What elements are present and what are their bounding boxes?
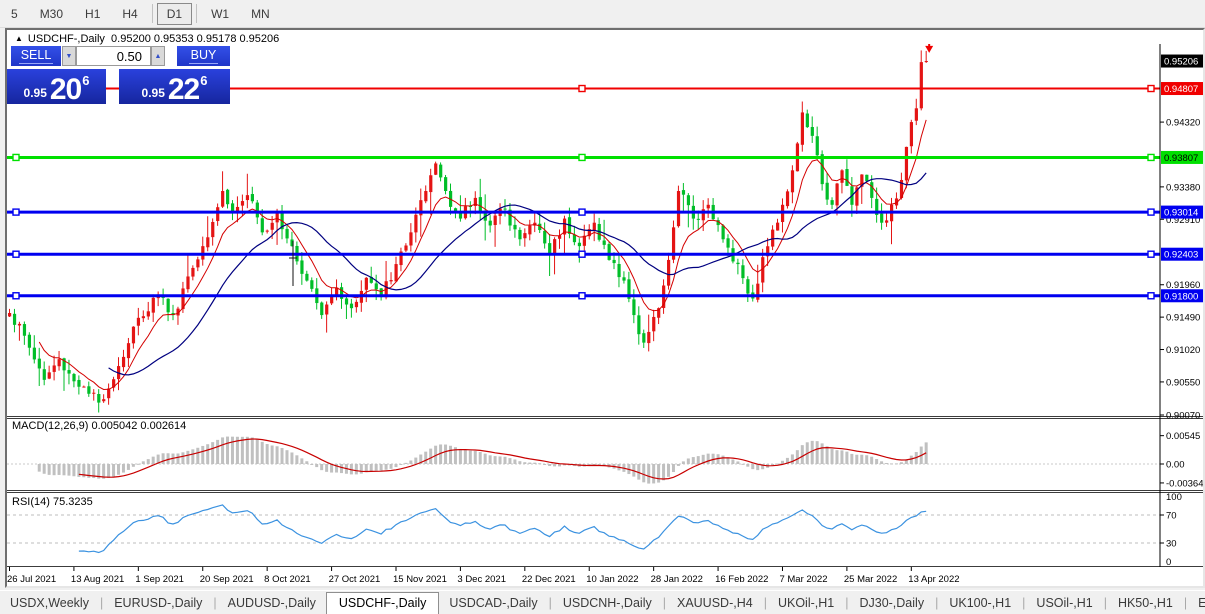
svg-text:0.91960: 0.91960 <box>1166 280 1200 291</box>
volume-decrease-button[interactable]: ▼ <box>62 46 76 66</box>
one-click-trading-panel: SELL ▼ ▲ BUY 0.95 20 6 0.95 22 6 <box>7 44 231 120</box>
svg-text:16 Feb 2022: 16 Feb 2022 <box>715 574 768 585</box>
svg-text:0.00545: 0.00545 <box>1166 431 1200 442</box>
chart-tabs-bar: USDX,Weekly | EURUSD-,Daily | AUDUSD-,Daily U… <box>0 590 1205 614</box>
chart-window: ▲ USDCHF-,Daily 0.95200 0.95353 0.95178 0… <box>5 28 1205 588</box>
svg-text:0.94807: 0.94807 <box>1164 84 1198 95</box>
tab-usoil-h1[interactable]: USOil-,H1 <box>1036 596 1093 610</box>
tab-separator: | <box>213 596 217 610</box>
sell-price-prefix: 0.95 <box>23 86 47 100</box>
svg-text:26 Jul 2021: 26 Jul 2021 <box>7 574 56 585</box>
svg-text:20 Sep 2021: 20 Sep 2021 <box>200 574 254 585</box>
svg-text:0.92403: 0.92403 <box>1164 250 1198 261</box>
tab-separator: | <box>1183 596 1188 610</box>
svg-text:0.94320: 0.94320 <box>1166 118 1200 129</box>
chart-symbol-title: USDCHF-,Daily <box>27 33 105 45</box>
tab-separator: | <box>845 596 849 610</box>
chart-title-bar: ▲ USDCHF-,Daily 0.95200 0.95353 0.95178 0… <box>15 33 279 45</box>
svg-text:27 Oct 2021: 27 Oct 2021 <box>329 574 381 585</box>
svg-text:13 Aug 2021: 13 Aug 2021 <box>71 574 124 585</box>
price-chart-canvas[interactable]: MACD(12,26,9) 0.005042 0.002614 0.00545 0.… <box>7 44 1203 600</box>
svg-text:MACD(12,26,9) 0.005042 0.00261: MACD(12,26,9) 0.005042 0.002614 <box>12 420 186 432</box>
svg-text:1 Sep 2021: 1 Sep 2021 <box>135 574 184 585</box>
svg-text:0.93380: 0.93380 <box>1166 182 1200 193</box>
svg-text:0.90070: 0.90070 <box>1166 411 1200 422</box>
chevron-down-icon: ▼ <box>65 52 73 60</box>
sell-price-pips: 20 <box>49 72 82 106</box>
buy-price-prefix: 0.95 <box>141 86 165 100</box>
svg-text:0.00: 0.00 <box>1166 460 1185 471</box>
tab-separator: | <box>1022 596 1026 610</box>
tab-ukoil-h1[interactable]: UKOil-,H1 <box>777 596 835 610</box>
svg-text:3 Dec 2021: 3 Dec 2021 <box>457 574 506 585</box>
svg-text:0.91800: 0.91800 <box>1164 291 1198 302</box>
chevron-up-icon: ▲ <box>154 52 162 60</box>
tab-separator: | <box>548 596 552 610</box>
buy-price-pips: 22 <box>167 72 200 106</box>
svg-text:0.90550: 0.90550 <box>1166 377 1200 388</box>
buy-price-quote[interactable]: 0.95 22 6 <box>119 69 230 104</box>
tab-usdchf-daily[interactable]: USDCHF-,Daily <box>325 591 440 614</box>
tab-separator: | <box>1103 596 1107 610</box>
svg-text:RSI(14) 75.3235: RSI(14) 75.3235 <box>12 496 93 508</box>
svg-text:70: 70 <box>1166 511 1177 522</box>
tf-h1-button[interactable]: H1 <box>85 6 101 21</box>
svg-text:0.91020: 0.91020 <box>1166 345 1200 356</box>
tab-uk100-h1[interactable]: UK100-,H1 <box>949 596 1012 610</box>
svg-text:0.95206: 0.95206 <box>1164 57 1198 68</box>
tab-audusd-daily[interactable]: AUDUSD-,Daily <box>227 596 316 610</box>
svg-text:28 Jan 2022: 28 Jan 2022 <box>651 574 703 585</box>
svg-text:0: 0 <box>1166 557 1171 568</box>
collapse-icon[interactable]: ▲ <box>15 34 23 43</box>
svg-text:13 Apr 2022: 13 Apr 2022 <box>908 574 959 585</box>
volume-increase-button[interactable]: ▲ <box>151 46 165 66</box>
svg-text:22 Dec 2021: 22 Dec 2021 <box>522 574 576 585</box>
buy-button[interactable]: BUY <box>177 46 230 66</box>
svg-text:0.92910: 0.92910 <box>1166 215 1200 226</box>
svg-text:8 Oct 2021: 8 Oct 2021 <box>264 574 310 585</box>
tab-usdcnh-daily[interactable]: USDCNH-,Daily <box>562 596 652 610</box>
svg-text:0.93807: 0.93807 <box>1164 153 1198 164</box>
tf-w1-button[interactable]: W1 <box>211 6 230 21</box>
buy-price-point: 6 <box>200 73 208 88</box>
svg-text:-0.00364: -0.00364 <box>1166 478 1203 489</box>
sell-price-point: 6 <box>82 73 90 88</box>
tab-eurusd-daily[interactable]: EURUSD-,Daily <box>114 596 203 610</box>
tf-mn-button[interactable]: MN <box>251 6 270 21</box>
tf-h4-button[interactable]: H4 <box>122 6 138 21</box>
tab-eu[interactable]: EU <box>1188 593 1205 613</box>
svg-text:0.93014: 0.93014 <box>1164 208 1198 219</box>
sell-price-quote[interactable]: 0.95 20 6 <box>7 69 106 104</box>
tf-m30-button[interactable]: M30 <box>39 6 64 21</box>
svg-text:15 Nov 2021: 15 Nov 2021 <box>393 574 447 585</box>
svg-text:100: 100 <box>1166 492 1182 503</box>
tab-usdcad-daily[interactable]: USDCAD-,Daily <box>449 596 538 610</box>
tf-m5-button[interactable]: 5 <box>11 6 18 21</box>
svg-text:30: 30 <box>1166 539 1177 550</box>
volume-input[interactable] <box>76 46 151 66</box>
tab-dj30-daily[interactable]: DJ30-,Daily <box>859 596 925 610</box>
tab-separator: | <box>99 596 104 610</box>
tab-usdx-weekly[interactable]: USDX,Weekly <box>10 596 89 610</box>
tab-separator: | <box>935 596 939 610</box>
tf-d1-button[interactable]: D1 <box>156 2 193 25</box>
svg-text:25 Mar 2022: 25 Mar 2022 <box>844 574 897 585</box>
sell-button-label: SELL <box>18 48 54 64</box>
tab-separator: | <box>763 596 767 610</box>
svg-text:0.91490: 0.91490 <box>1166 313 1200 324</box>
sell-button[interactable]: SELL <box>11 46 61 66</box>
svg-text:7 Mar 2022: 7 Mar 2022 <box>779 574 827 585</box>
tab-separator: | <box>662 596 666 610</box>
buy-button-label: BUY <box>188 48 219 64</box>
svg-text:10 Jan 2022: 10 Jan 2022 <box>586 574 638 585</box>
chart-ohlc-values: 0.95200 0.95353 0.95178 0.95206 <box>111 33 280 45</box>
timeframe-toolbar: 5 M30 H1 H4 D1 W1 MN <box>0 0 1205 28</box>
tab-hk50-h1[interactable]: HK50-,H1 <box>1117 596 1173 610</box>
tab-xauusd-h4[interactable]: XAUUSD-,H4 <box>676 596 753 610</box>
